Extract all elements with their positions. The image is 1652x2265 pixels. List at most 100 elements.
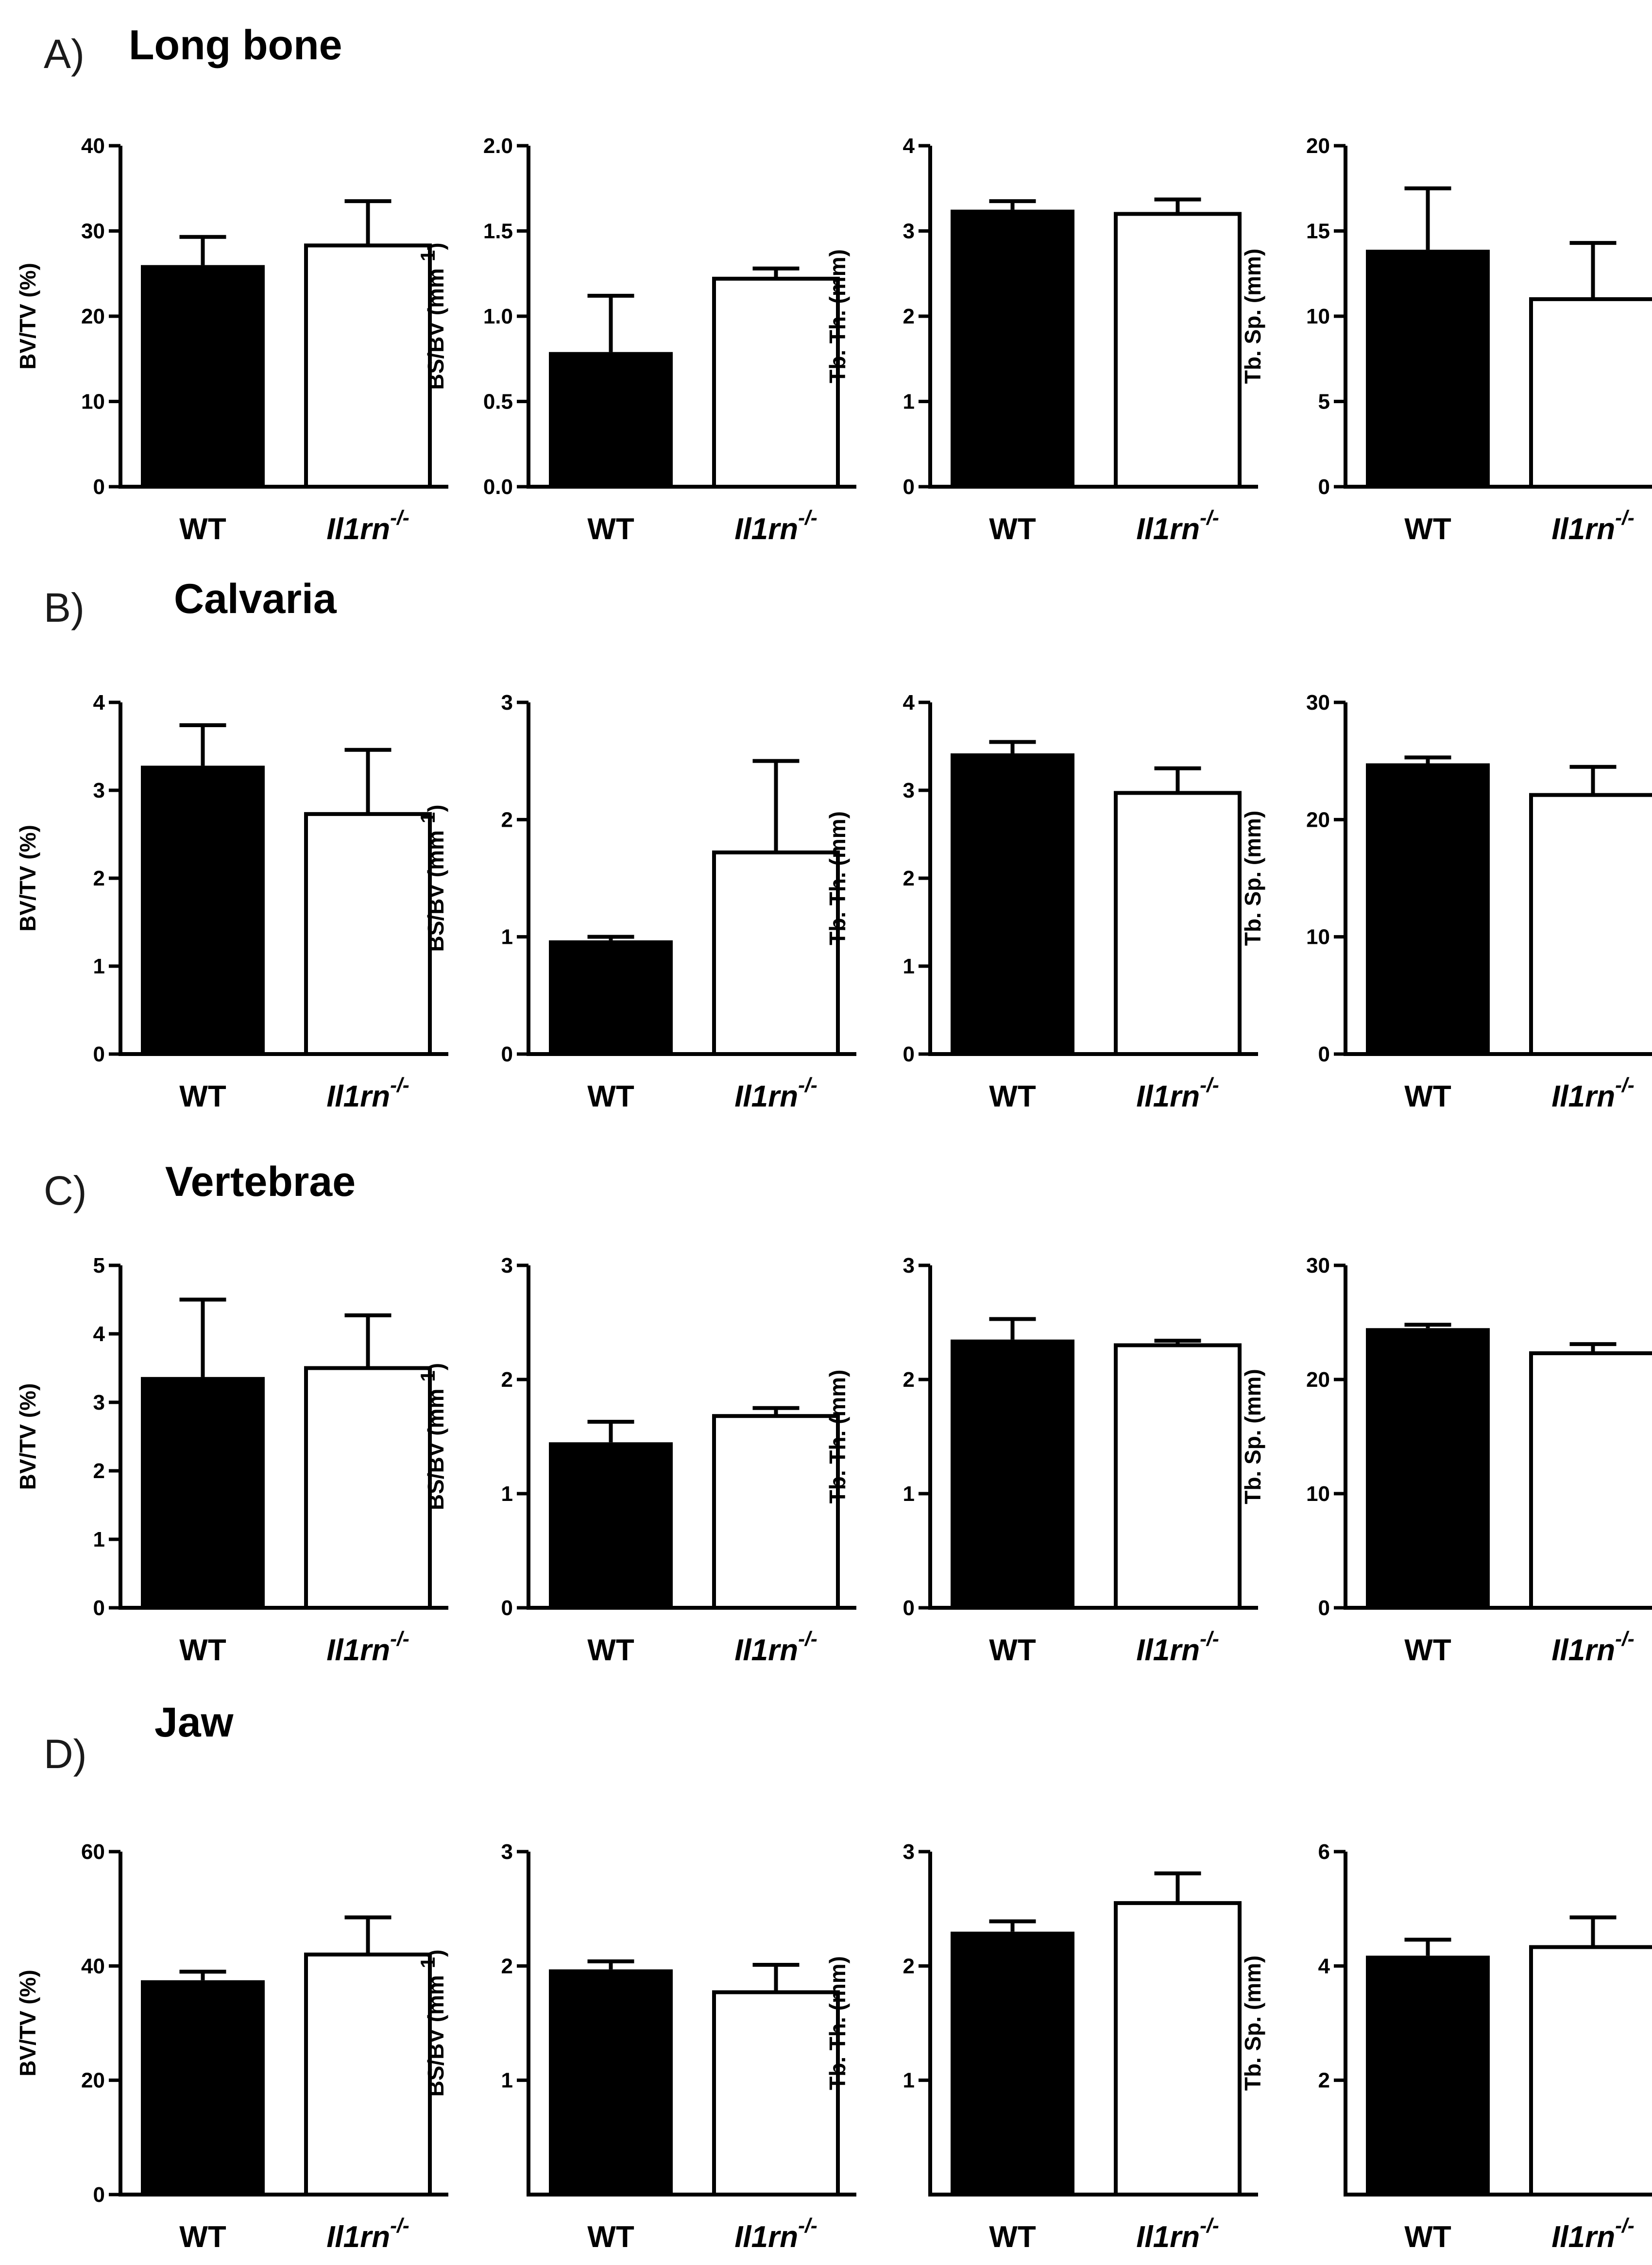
y-axis-label: Tb. Sp. (mm) bbox=[1240, 249, 1265, 384]
text-span: ) bbox=[423, 1949, 448, 1957]
panel-B-4: 0 10 20 30 Tb. Sp. (mm) WT Il1rn-/- bbox=[1240, 691, 1652, 1113]
x-label-il1rn: Il1rn-/- bbox=[1551, 506, 1635, 546]
panel-C-2: 0 1 2 3 BS/BV (mm-1) WT Il1rn-/- bbox=[416, 1254, 856, 1667]
y-axis-label: BV/TV (%) bbox=[15, 1383, 40, 1490]
y-axis-label: Tb. Th. (mm) bbox=[825, 1370, 850, 1504]
text-span: Il1rn bbox=[326, 1634, 390, 1667]
section-letter: B) bbox=[44, 585, 85, 630]
x-label-wt: WT bbox=[179, 1634, 226, 1667]
text-span: Il1rn bbox=[1551, 2220, 1615, 2254]
y-tick-label: 0 bbox=[1318, 1596, 1330, 1620]
bar-wt bbox=[951, 1339, 1074, 1608]
y-axis-label: BV/TV (%) bbox=[15, 1970, 40, 2077]
bar-il1rn bbox=[712, 1990, 840, 2197]
text-span: Il1rn bbox=[1136, 512, 1200, 546]
y-tick-label: 6 bbox=[1318, 1840, 1330, 1864]
y-tick-label: 1 bbox=[501, 925, 513, 949]
y-tick-label: 0 bbox=[501, 1042, 513, 1066]
text-span: -1 bbox=[416, 812, 439, 830]
text-span: -/- bbox=[390, 2214, 409, 2237]
text-span: Tb. Th. (mm) bbox=[825, 1956, 850, 2090]
text-span: -1 bbox=[416, 1957, 439, 1975]
y-tick-label: 1 bbox=[93, 954, 105, 978]
y-tick-label: 1 bbox=[93, 1528, 105, 1551]
text-span: WT bbox=[1404, 1634, 1451, 1667]
bar-wt bbox=[141, 265, 265, 487]
panel-C-3: 0 1 2 3 Tb. Th. (mm) WT Il1rn-/- bbox=[825, 1254, 1258, 1667]
text-span: WT bbox=[989, 1080, 1036, 1113]
panel-B-2: 0 1 2 3 BS/BV (mm-1) WT Il1rn-/- bbox=[416, 691, 856, 1113]
y-axis-label: BV/TV (%) bbox=[15, 263, 40, 370]
y-tick-label: 3 bbox=[903, 220, 915, 243]
x-label-wt: WT bbox=[989, 512, 1036, 546]
bar-wt bbox=[951, 209, 1074, 487]
panel-A-1: 0 10 20 30 40 BV/TV (%) WT Il1rn-/- bbox=[15, 134, 448, 546]
y-tick-label: 1 bbox=[501, 1482, 513, 1506]
y-tick-label: 0 bbox=[501, 1596, 513, 1620]
y-tick-label: 3 bbox=[903, 1840, 915, 1864]
text-span: -/- bbox=[1615, 1627, 1635, 1650]
text-span: ) bbox=[423, 804, 448, 812]
bar-il1rn bbox=[1529, 1351, 1652, 1610]
y-tick-label: 4 bbox=[903, 691, 915, 715]
text-span: -/- bbox=[1200, 1073, 1219, 1096]
bar-il1rn bbox=[1114, 212, 1242, 489]
bar-wt bbox=[951, 753, 1074, 1054]
y-tick-label: 0 bbox=[903, 1596, 915, 1620]
bar-il1rn bbox=[1529, 793, 1652, 1056]
y-tick-label: 0.0 bbox=[483, 475, 513, 499]
text-span: -/- bbox=[1615, 1073, 1635, 1096]
y-tick-label: 2 bbox=[501, 1368, 513, 1392]
text-span: -/- bbox=[798, 2214, 817, 2237]
y-tick-label: 1.0 bbox=[483, 305, 513, 328]
text-span: WT bbox=[1404, 2220, 1451, 2254]
text-span: Il1rn bbox=[326, 1080, 390, 1113]
section-title: Jaw bbox=[154, 1699, 234, 1746]
x-label-wt: WT bbox=[1404, 1080, 1451, 1113]
bar-il1rn bbox=[1114, 1343, 1242, 1610]
panel-C-4: 0 10 20 30 Tb. Sp. (mm) WT Il1rn-/- bbox=[1240, 1254, 1652, 1667]
section-title: Calvaria bbox=[174, 576, 337, 622]
text-span: Il1rn bbox=[734, 1634, 798, 1667]
bar-wt bbox=[1366, 1956, 1490, 2195]
y-tick-label: 30 bbox=[1306, 1254, 1330, 1277]
x-label-wt: WT bbox=[179, 2220, 226, 2254]
text-span: WT bbox=[989, 512, 1036, 546]
text-span: -/- bbox=[1200, 1627, 1219, 1650]
x-label-il1rn: Il1rn-/- bbox=[1136, 1627, 1219, 1667]
text-span: -/- bbox=[1615, 506, 1635, 529]
bar-il1rn bbox=[712, 1414, 840, 1610]
bar-wt bbox=[549, 1969, 673, 2195]
y-tick-label: 3 bbox=[903, 1254, 915, 1277]
text-span: WT bbox=[179, 2220, 226, 2254]
section-title: Vertebrae bbox=[165, 1158, 356, 1205]
y-axis-label: BS/BV (mm-1) bbox=[416, 1949, 448, 2096]
text-span: Tb. Sp. (mm) bbox=[1240, 1369, 1265, 1504]
x-label-wt: WT bbox=[587, 512, 634, 546]
y-axis-label: Tb. Th. (mm) bbox=[825, 811, 850, 945]
y-tick-label: 1 bbox=[903, 1482, 915, 1506]
y-tick-label: 0 bbox=[93, 2183, 105, 2207]
text-span: -/- bbox=[390, 1627, 409, 1650]
x-label-wt: WT bbox=[1404, 1634, 1451, 1667]
panel-C-1: 0 1 2 3 4 5 BV/TV (%) WT Il1rn-/- bbox=[15, 1254, 448, 1667]
y-tick-label: 0 bbox=[93, 1042, 105, 1066]
y-tick-label: 4 bbox=[1318, 1954, 1330, 1978]
bar-il1rn bbox=[712, 276, 840, 489]
y-tick-label: 4 bbox=[93, 691, 105, 715]
text-span: WT bbox=[989, 1634, 1036, 1667]
x-label-wt: WT bbox=[179, 512, 226, 546]
text-span: Tb. Sp. (mm) bbox=[1240, 1956, 1265, 2091]
x-label-wt: WT bbox=[587, 2220, 634, 2254]
y-tick-label: 0.5 bbox=[483, 390, 513, 414]
text-span: WT bbox=[179, 1080, 226, 1113]
x-label-il1rn: Il1rn-/- bbox=[1551, 1073, 1635, 1113]
y-tick-label: 0 bbox=[93, 1596, 105, 1620]
y-tick-label: 20 bbox=[1306, 808, 1330, 832]
text-span: ) bbox=[423, 242, 448, 250]
x-label-wt: WT bbox=[989, 1634, 1036, 1667]
text-span: Il1rn bbox=[326, 2220, 390, 2254]
bar-wt bbox=[1366, 763, 1490, 1054]
x-label-il1rn: Il1rn-/- bbox=[326, 1627, 409, 1667]
x-label-il1rn: Il1rn-/- bbox=[734, 1627, 817, 1667]
